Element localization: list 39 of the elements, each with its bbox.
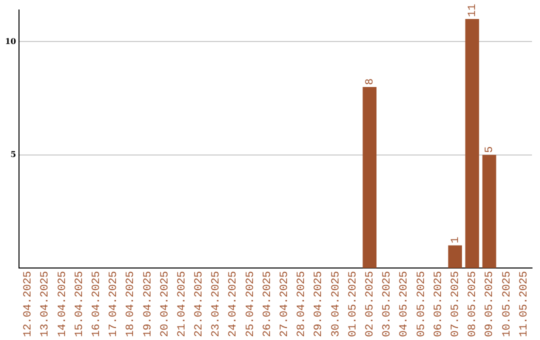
x-tick-label: 11.05.2025 bbox=[518, 270, 530, 338]
x-tick-label: 04.05.2025 bbox=[398, 270, 411, 338]
x-tick-label: 20.04.2025 bbox=[159, 270, 172, 338]
x-tick-label: 28.04.2025 bbox=[296, 270, 308, 338]
x-tick-label: 14.04.2025 bbox=[56, 270, 69, 338]
x-tick-label: 30.04.2025 bbox=[330, 270, 342, 338]
bar bbox=[362, 86, 376, 268]
bar bbox=[448, 245, 462, 268]
x-tick-label: 16.04.2025 bbox=[90, 270, 103, 338]
x-tick-label: 29.04.2025 bbox=[313, 270, 326, 338]
x-tick-label: 15.04.2025 bbox=[74, 270, 86, 338]
y-tick-label: 10 bbox=[4, 36, 17, 46]
x-tick-label: 08.05.2025 bbox=[467, 270, 480, 338]
x-tick-label: 06.05.2025 bbox=[432, 270, 445, 338]
x-tick-label: 18.04.2025 bbox=[125, 270, 138, 338]
x-tick-label: 01.05.2025 bbox=[347, 270, 360, 338]
data-label: 11 bbox=[467, 3, 480, 18]
x-tick-label: 27.04.2025 bbox=[279, 270, 292, 338]
data-label: 5 bbox=[484, 146, 496, 153]
x-tick-label: 26.04.2025 bbox=[262, 270, 274, 338]
bar bbox=[482, 154, 496, 268]
x-tick-label: 19.04.2025 bbox=[142, 270, 154, 338]
x-tick-label: 10.05.2025 bbox=[501, 270, 514, 338]
data-label: 1 bbox=[450, 236, 462, 244]
bar bbox=[465, 19, 480, 268]
x-tick-label: 09.05.2025 bbox=[484, 270, 496, 338]
x-tick-label: 21.04.2025 bbox=[176, 270, 188, 338]
data-label: 8 bbox=[364, 78, 376, 85]
x-tick-label: 24.04.2025 bbox=[228, 270, 240, 338]
x-tick-label: 23.04.2025 bbox=[210, 270, 223, 338]
x-tick-label: 22.04.2025 bbox=[194, 270, 206, 338]
x-tick-label: 03.05.2025 bbox=[382, 270, 394, 338]
x-tick-label: 13.04.2025 bbox=[40, 270, 52, 338]
x-tick-label: 17.04.2025 bbox=[108, 270, 120, 338]
x-tick-label: 07.05.2025 bbox=[450, 270, 462, 338]
x-tick-label: 05.05.2025 bbox=[416, 270, 428, 338]
x-tick-label: 25.04.2025 bbox=[244, 270, 257, 338]
x-tick-label: 02.05.2025 bbox=[364, 270, 376, 338]
x-tick-label: 12.04.2025 bbox=[22, 270, 35, 338]
